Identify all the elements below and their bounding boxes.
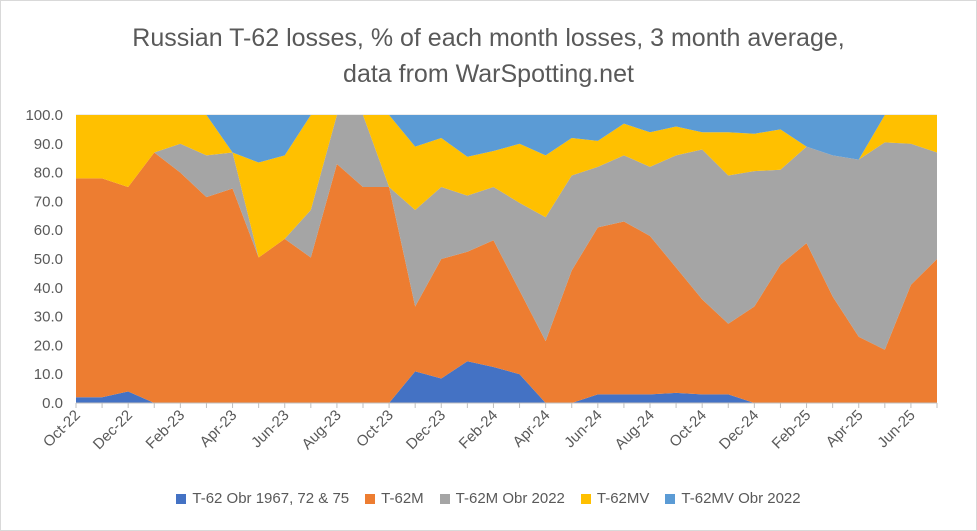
y-tick-labels: 0.0 10.0 20.0 30.0 40.0 50.0 60.0 70.0 80.0 90.0 1… bbox=[25, 107, 63, 412]
legend-item-2: T-62M Obr 2022 bbox=[439, 490, 565, 507]
legend-label: T-62M Obr 2022 bbox=[455, 490, 565, 507]
x-tick-label: Dec-24 bbox=[716, 407, 762, 453]
x-tick-label: Apr-23 bbox=[197, 407, 241, 451]
x-tick-label: Jun-24 bbox=[561, 407, 605, 451]
legend-swatch bbox=[365, 493, 376, 504]
x-tick-label: Oct-22 bbox=[40, 407, 84, 451]
area-series-layer bbox=[76, 115, 937, 403]
chart-title-line-2: data from WarSpotting.net bbox=[343, 60, 634, 88]
x-tick-label: Aug-24 bbox=[612, 407, 658, 453]
x-tick-label: Feb-24 bbox=[456, 407, 502, 453]
x-tick-label: Apr-24 bbox=[510, 407, 554, 451]
y-tick-label: 20.0 bbox=[34, 337, 63, 354]
y-tick-label: 50.0 bbox=[34, 251, 63, 268]
axes bbox=[75, 402, 938, 408]
y-tick-label: 60.0 bbox=[34, 222, 63, 239]
area-series-1 bbox=[76, 152, 937, 403]
legend-label: T-62MV Obr 2022 bbox=[681, 490, 801, 507]
x-tick-label: Feb-23 bbox=[143, 407, 189, 453]
legend-label: T-62MV bbox=[596, 490, 650, 507]
legend-swatch bbox=[176, 493, 187, 504]
y-tick-label: 100.0 bbox=[25, 107, 63, 124]
x-tick-label: Jun-23 bbox=[248, 407, 292, 451]
legend-item-4: T-62MV Obr 2022 bbox=[665, 490, 801, 507]
y-tick-label: 0.0 bbox=[42, 395, 63, 412]
legend-swatch bbox=[580, 493, 591, 504]
x-tick-label: Jun-25 bbox=[874, 407, 918, 451]
legend-swatch bbox=[439, 493, 450, 504]
legend-label: T-62M bbox=[381, 490, 424, 507]
x-tick-labels: Oct-22 Dec-22 Feb-23 Apr-23 Jun-23 Aug-23 Oct-… bbox=[40, 407, 919, 453]
area-series-2 bbox=[76, 115, 937, 350]
legend-item-3: T-62MV bbox=[580, 490, 650, 507]
x-tick-label: Aug-23 bbox=[299, 407, 345, 453]
legend-item-0: T-62 Obr 1967, 72 & 75 bbox=[176, 490, 349, 507]
chart-title-line-1: Russian T-62 losses, % of each month los… bbox=[132, 24, 845, 52]
y-tick-label: 30.0 bbox=[34, 309, 63, 326]
legend: T-62 Obr 1967, 72 & 75 T-62M T-62M Obr 202… bbox=[1, 490, 976, 507]
x-tick-label: Feb-25 bbox=[769, 407, 815, 453]
legend-label: T-62 Obr 1967, 72 & 75 bbox=[192, 490, 350, 507]
legend-item-1: T-62M bbox=[365, 490, 424, 507]
area-series-4 bbox=[76, 115, 937, 163]
y-tick-label: 90.0 bbox=[34, 136, 63, 153]
legend-swatch bbox=[665, 493, 676, 504]
y-tick-label: 80.0 bbox=[34, 165, 63, 182]
area-series-0 bbox=[76, 361, 937, 403]
y-tick-label: 10.0 bbox=[34, 366, 63, 383]
x-tick-label: Oct-23 bbox=[353, 407, 397, 451]
x-tick-label: Apr-25 bbox=[823, 407, 867, 451]
x-tick-label: Oct-24 bbox=[666, 407, 710, 451]
x-tick-label: Dec-23 bbox=[403, 407, 449, 453]
y-tick-label: 70.0 bbox=[34, 193, 63, 210]
area-series-3 bbox=[76, 115, 937, 258]
y-tick-label: 40.0 bbox=[34, 280, 63, 297]
x-tick-label: Dec-22 bbox=[90, 407, 136, 453]
